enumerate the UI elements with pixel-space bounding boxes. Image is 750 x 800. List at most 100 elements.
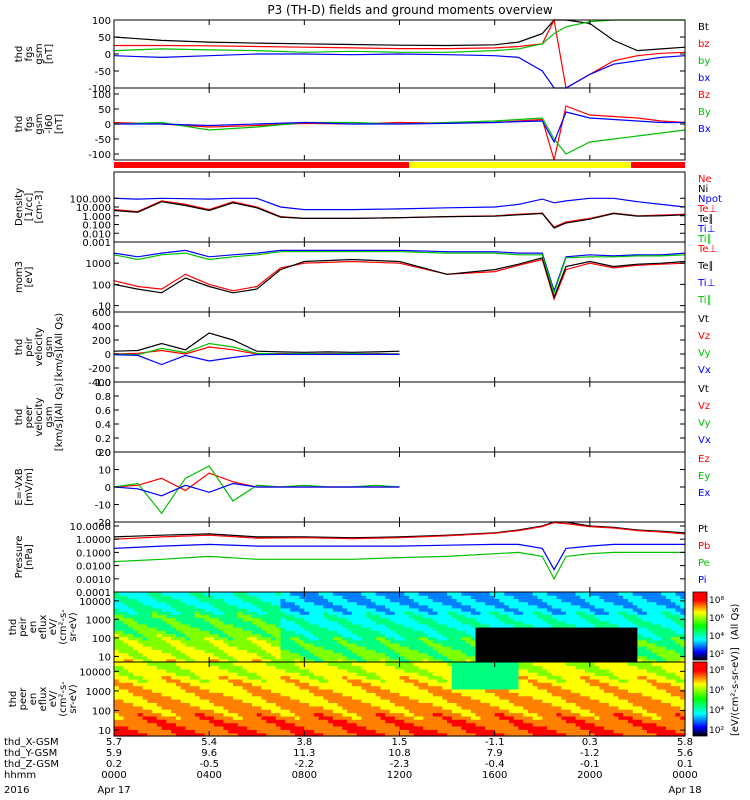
- ephemeris-table: thd_X-GSM 5.7 5.4 3.8 1.5 -1.1 0.3 5.8 thd_Y-GSM…: [4, 737, 698, 781]
- series-Ex: [113, 482, 400, 497]
- legend: Bz By Bx: [698, 90, 711, 135]
- series-Vt: [113, 332, 400, 353]
- y-tick-label: 400: [92, 322, 111, 333]
- svg-text:peir: peir: [18, 616, 29, 636]
- y-tick-label: 0.001: [82, 238, 111, 249]
- legend: Bt bz by bx: [698, 22, 710, 84]
- ephemeris-value: 0.2: [106, 759, 122, 770]
- plot-title: P3 (TH-D) fields and ground moments over…: [267, 3, 552, 17]
- y-tick-label: 0.4: [95, 420, 111, 431]
- y-tick-label: 10.000: [76, 203, 111, 214]
- series-Bx: [114, 111, 685, 144]
- svg-text:eflux: eflux: [38, 615, 49, 640]
- y-axis-label: E=-VxB [mV/m]: [14, 468, 35, 506]
- svg-text:[1/cc]: [1/cc]: [24, 193, 35, 222]
- legend-entry: Vy: [698, 348, 711, 359]
- y-tick-label: -50: [95, 135, 111, 146]
- legend-entry: Vx: [698, 435, 711, 446]
- legend-entry: Pe: [698, 558, 710, 569]
- y-tick-label: 0.0010: [76, 575, 111, 586]
- panel-peer-velocity: 1.0 0.8 0.6 0.4 0.2 0.0 thd peer velocity gsm [km/…: [14, 378, 711, 459]
- y-axis-label: Pressure [nPa]: [14, 536, 35, 579]
- legend-entry: Vt: [698, 384, 709, 395]
- series-Bt: [113, 19, 686, 52]
- ephemeris-value: 5.7: [106, 737, 122, 748]
- series-Ni: [113, 201, 686, 229]
- series-Te∥: [113, 257, 686, 300]
- svg-text:[km/s](All Qs): [km/s](All Qs): [54, 383, 65, 451]
- legend-entry: Ex: [698, 488, 710, 499]
- svg-text:en: en: [28, 621, 39, 634]
- ephemeris-row-label: thd_X-GSM: [4, 737, 59, 748]
- y-ticks: 20 10 0 -10 -20: [95, 448, 685, 529]
- y-tick-label: 1.0000: [76, 535, 111, 546]
- ephemeris-value: 5.6: [677, 748, 693, 759]
- x-ticks: [113, 172, 686, 242]
- svg-text:thd: thd: [14, 46, 25, 63]
- y-tick-label: 50: [98, 33, 111, 44]
- y-tick-label: -20: [95, 518, 111, 529]
- svg-text:Pressure: Pressure: [14, 536, 25, 579]
- y-tick-label: 10000: [79, 597, 111, 608]
- ephemeris-value: -0.4: [485, 759, 505, 770]
- svg-text:gsm: gsm: [34, 113, 45, 134]
- series-Vx: [113, 353, 400, 366]
- y-tick-label: 1000: [86, 615, 111, 626]
- y-tick-label: 0: [105, 120, 111, 131]
- y-tick-label: 10000: [79, 667, 111, 678]
- y-tick-label: -400: [88, 378, 111, 389]
- y-tick-label: 0.1000: [76, 548, 111, 559]
- colorbar-tick: 10⁴: [709, 706, 724, 716]
- mode-bar: [114, 162, 685, 168]
- legend-entry: Pb: [698, 541, 710, 552]
- y-tick-label: 0.0001: [76, 588, 111, 599]
- y-tick-label: 50: [98, 105, 111, 116]
- panel-frame: [113, 241, 686, 313]
- panel-pressure: 10.0000 1.0000 0.1000 0.0100 0.0010 0.0001 Pre…: [14, 521, 710, 599]
- svg-text:[eV]: [eV]: [24, 267, 35, 288]
- legend-entry: Vz: [698, 331, 710, 342]
- legend-entry: Ti⊥: [697, 224, 715, 235]
- y-tick-label: 0.2: [95, 434, 111, 445]
- svg-text:thd: thd: [14, 339, 25, 356]
- series-Ez: [113, 472, 400, 492]
- svg-text:gsm: gsm: [44, 336, 55, 357]
- series-Ti⊥: [113, 249, 686, 293]
- y-tick-label: -200: [88, 364, 111, 375]
- y-tick-label: 0: [105, 350, 111, 361]
- ephemeris-value: 0.3: [582, 737, 598, 748]
- x-ticks: [113, 20, 686, 88]
- series-Ne: [113, 200, 686, 228]
- ephemeris-value: -2.3: [390, 759, 410, 770]
- legend-entry: Pt: [698, 524, 708, 535]
- series-Vy: [113, 342, 400, 356]
- legend-entry: Vx: [698, 365, 711, 376]
- legend-entry: bz: [698, 39, 710, 50]
- ephemeris-value: 1600: [482, 770, 507, 781]
- ephemeris-value: 3.8: [296, 737, 312, 748]
- legend: Pt Pb Pe Pi: [698, 524, 710, 586]
- y-tick-label: 0.100: [82, 221, 111, 232]
- colorbar-tick: 10⁴: [709, 632, 724, 642]
- series-Te⊥: [113, 258, 686, 302]
- y-tick-label: 100: [92, 707, 111, 718]
- legend-entry: bx: [698, 73, 710, 84]
- legend-entry: Vz: [698, 401, 710, 412]
- y-ticks: 1.0 0.8 0.6 0.4 0.2 0.0: [95, 378, 685, 459]
- ephemeris-row-label: hhmm: [4, 770, 36, 781]
- legend-entry: Pi: [698, 575, 707, 586]
- legend-entry: Ni: [698, 184, 708, 195]
- svg-text:[mV/m]: [mV/m]: [24, 468, 35, 506]
- y-axis-label: mom3 [eV]: [14, 261, 35, 293]
- ephemeris-value: 5.4: [201, 737, 217, 748]
- svg-text:velocity: velocity: [34, 397, 45, 436]
- y-axis-label: Density [1/cc] [cm-3]: [14, 188, 45, 226]
- legend-entry: By: [698, 107, 711, 118]
- ephemeris-value: 0000: [672, 770, 697, 781]
- panel-peir-eflux: 10000 1000 100 10 thd peir en eflux eV/(cm²-s-sr…: [8, 591, 686, 663]
- colorbar-tick: 10⁶: [709, 614, 724, 624]
- svg-text:gsm: gsm: [44, 406, 55, 427]
- y-axis-label: thd peer velocity gsm [km/s](All Qs): [14, 383, 65, 451]
